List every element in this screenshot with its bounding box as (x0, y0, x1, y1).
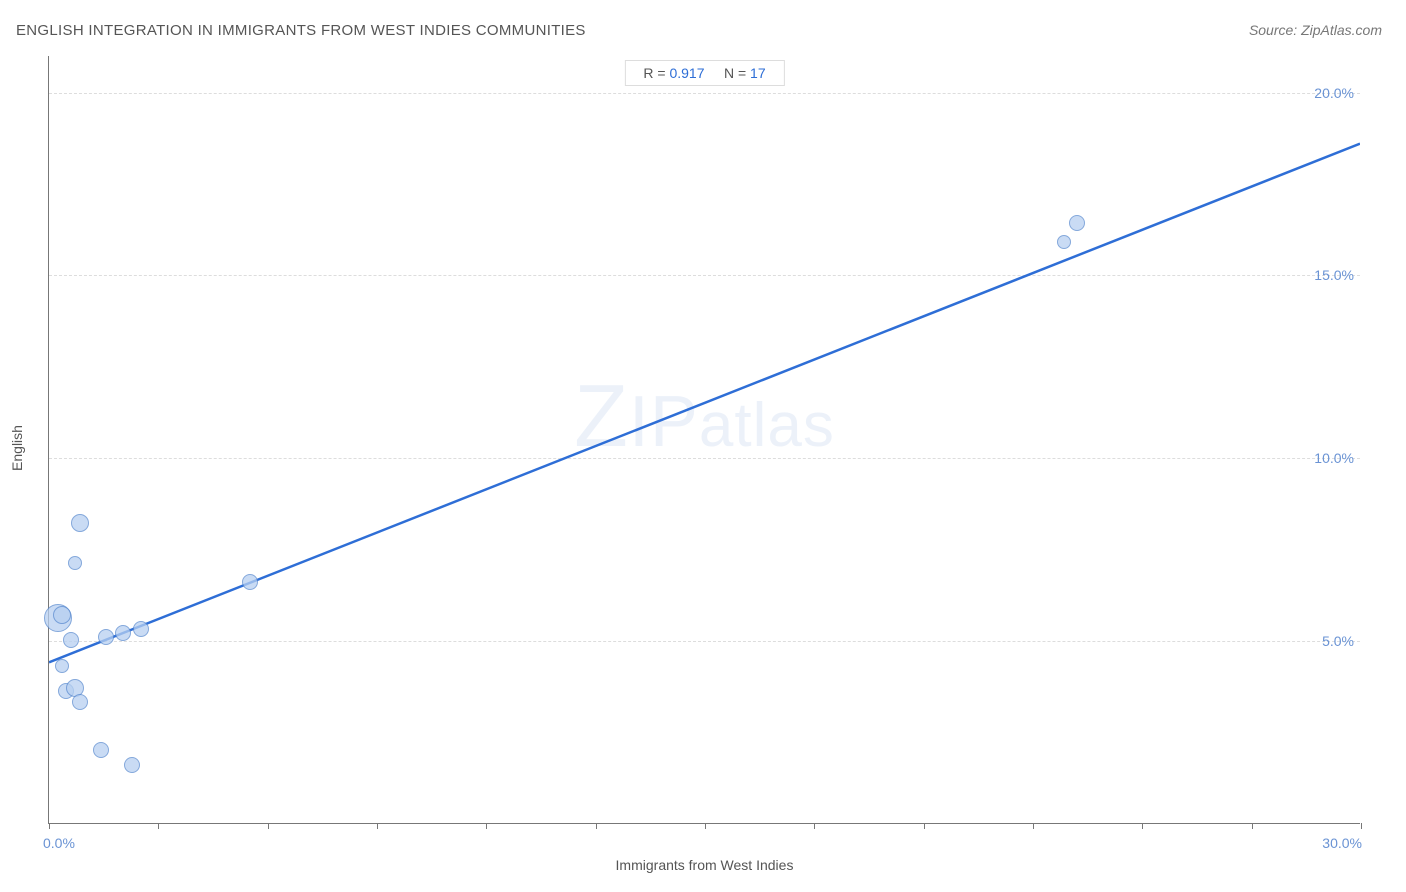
gridline (49, 93, 1360, 94)
scatter-point (53, 606, 71, 624)
x-tick (1361, 823, 1362, 829)
x-tick (377, 823, 378, 829)
x-tick (924, 823, 925, 829)
x-tick (486, 823, 487, 829)
y-tick-label: 20.0% (1314, 85, 1354, 101)
scatter-point (68, 556, 82, 570)
scatter-point (115, 625, 131, 641)
stats-legend: R = 0.917 N = 17 (624, 60, 784, 86)
x-tick (158, 823, 159, 829)
x-tick (1252, 823, 1253, 829)
scatter-point (72, 694, 88, 710)
scatter-point (98, 629, 114, 645)
scatter-point (133, 621, 149, 637)
x-tick (49, 823, 50, 829)
scatter-point (242, 574, 258, 590)
x-tick (705, 823, 706, 829)
n-value: 17 (750, 65, 766, 81)
x-tick (814, 823, 815, 829)
x-tick-label: 0.0% (43, 835, 75, 851)
source-attribution: Source: ZipAtlas.com (1249, 22, 1382, 38)
gridline (49, 275, 1360, 276)
regression-line (49, 56, 1360, 823)
x-tick (596, 823, 597, 829)
n-label: N = (724, 65, 750, 81)
x-tick (1033, 823, 1034, 829)
scatter-point (63, 632, 79, 648)
gridline (49, 641, 1360, 642)
scatter-point (71, 514, 89, 532)
gridline (49, 458, 1360, 459)
scatter-point (1069, 215, 1085, 231)
y-tick-label: 5.0% (1322, 633, 1354, 649)
scatter-point (124, 757, 140, 773)
scatter-point (93, 742, 109, 758)
y-tick-label: 15.0% (1314, 267, 1354, 283)
x-axis-label: Immigrants from West Indies (616, 857, 794, 873)
y-axis-label: English (9, 425, 25, 471)
y-tick-label: 10.0% (1314, 450, 1354, 466)
x-tick (1142, 823, 1143, 829)
r-value: 0.917 (669, 65, 704, 81)
r-label: R = (643, 65, 669, 81)
x-tick (268, 823, 269, 829)
scatter-point (55, 659, 69, 673)
chart-title: ENGLISH INTEGRATION IN IMMIGRANTS FROM W… (16, 22, 586, 39)
watermark: ZIPatlas (574, 365, 835, 467)
scatter-point (1057, 235, 1071, 249)
x-tick-label: 30.0% (1322, 835, 1362, 851)
plot-area: ZIPatlas R = 0.917 N = 17 English Immigr… (48, 56, 1360, 824)
